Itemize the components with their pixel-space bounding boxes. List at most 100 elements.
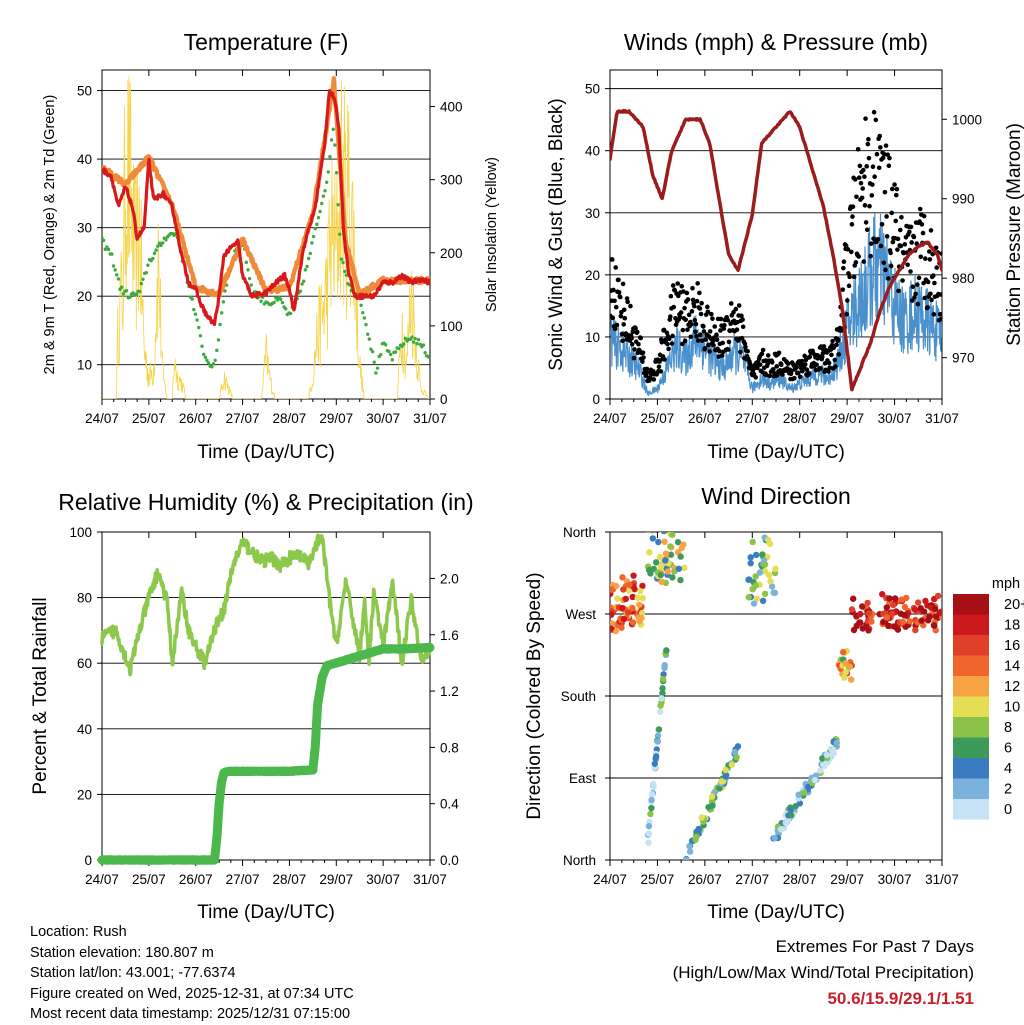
sonic-gust-point — [792, 375, 797, 381]
dewpoint-point — [374, 371, 378, 375]
direction-point — [811, 776, 819, 784]
dewpoint-point — [206, 361, 211, 365]
sonic-gust-point — [918, 254, 924, 260]
y-tick-label: 0 — [84, 853, 92, 868]
sonic-gust-point — [930, 273, 936, 278]
direction-point — [619, 574, 626, 581]
dewpoint-point — [324, 180, 329, 185]
dewpoint-point — [308, 251, 312, 256]
direction-point — [683, 856, 690, 860]
sonic-gust-point — [764, 372, 769, 378]
sonic-gust-point — [938, 316, 942, 322]
dewpoint-point — [115, 273, 119, 277]
legend-swatch — [953, 799, 989, 820]
legend-label: 4 — [1004, 761, 1012, 777]
sonic-gust-point — [843, 243, 849, 249]
direction-point — [761, 590, 769, 598]
direction-point — [660, 671, 667, 678]
direction-point — [932, 613, 940, 620]
direction-point — [614, 595, 621, 602]
sonic-gust-point — [864, 227, 870, 233]
x-tick-label: 29/07 — [830, 411, 864, 426]
sonic-gust-point — [682, 305, 687, 311]
legend-title: mph — [992, 576, 1020, 592]
direction-point — [610, 586, 614, 593]
direction-point — [645, 822, 653, 830]
x-tick-label: 27/07 — [735, 872, 769, 887]
direction-point — [638, 609, 646, 617]
sonic-gust-point — [658, 369, 663, 374]
sonic-gust-point — [702, 345, 708, 351]
sonic-gust-point — [611, 287, 616, 293]
dewpoint-point — [210, 364, 214, 369]
dewpoint-point — [116, 277, 121, 281]
sonic-gust-point — [939, 251, 942, 256]
sonic-gust-point — [804, 367, 810, 373]
sonic-gust-point — [617, 294, 623, 300]
dewpoint-point — [195, 318, 199, 322]
x-tick-label: 28/07 — [273, 872, 307, 887]
dewpoint-point — [134, 292, 139, 296]
dewpoint-point — [111, 264, 116, 268]
direction-point — [613, 582, 620, 590]
x-tick-label: 30/07 — [366, 411, 400, 426]
sonic-gust-point — [927, 257, 933, 262]
sonic-gust-point — [685, 327, 690, 333]
sonic-gust-point — [740, 317, 745, 322]
direction-point — [857, 610, 864, 618]
y-tick-label: West — [565, 607, 596, 622]
dewpoint-point — [306, 256, 311, 261]
dewpoint-point — [305, 264, 309, 269]
dewpoint-point — [365, 332, 370, 336]
sonic-gust-point — [857, 163, 863, 169]
direction-point — [899, 618, 907, 626]
x-tick-label: 27/07 — [226, 411, 260, 426]
sonic-gust-point — [866, 155, 872, 161]
x-tick-label: 28/07 — [783, 872, 817, 887]
sonic-gust-point — [709, 311, 714, 317]
direction-point — [657, 702, 664, 709]
sonic-gust-point — [614, 322, 620, 328]
dewpoint-point — [144, 271, 148, 275]
sonic-gust-point — [870, 182, 875, 187]
chart-title: Wind Direction — [701, 483, 851, 509]
y-right-tick-label: 100 — [440, 319, 463, 334]
dewpoint-point — [121, 292, 126, 296]
sonic-gust-point — [691, 303, 697, 309]
sonic-gust-point — [670, 283, 676, 288]
sonic-gust-point — [845, 247, 851, 252]
sonic-gust-point — [850, 214, 855, 219]
sonic-gust-point — [677, 314, 683, 320]
dewpoint-point — [323, 189, 327, 193]
station-pressure-line — [610, 108, 942, 392]
sonic-gust-point — [932, 280, 937, 286]
dewpoint-point — [215, 348, 219, 353]
direction-point — [911, 606, 919, 613]
dewpoint-point — [154, 248, 158, 252]
legend-swatch — [953, 778, 989, 799]
direction-point — [681, 564, 688, 572]
sonic-gust-point — [863, 220, 869, 225]
sonic-gust-point — [613, 304, 619, 310]
sonic-gust-point — [890, 239, 896, 245]
y-right-tick-label: 1.6 — [440, 628, 459, 643]
sonic-gust-point — [934, 265, 939, 270]
sonic-gust-point — [644, 366, 650, 372]
direction-point — [674, 538, 682, 546]
dewpoint-point — [246, 268, 250, 272]
dewpoint-point — [197, 325, 201, 330]
sonic-gust-point — [720, 340, 725, 346]
dewpoint-point — [110, 252, 114, 256]
dewpoint-point — [359, 303, 363, 308]
dewpoint-point — [220, 311, 224, 315]
dewpoint-point — [336, 203, 340, 207]
extremes-values: 50.6/15.9/29.1/1.51 — [827, 989, 974, 1008]
dewpoint-point — [328, 155, 332, 159]
direction-point — [846, 663, 854, 670]
sonic-gust-point — [774, 364, 780, 369]
sonic-gust-point — [690, 297, 696, 303]
sonic-gust-point — [874, 151, 880, 157]
sonic-gust-point — [864, 164, 869, 169]
sonic-gust-point — [635, 329, 640, 335]
x-tick-label: 29/07 — [319, 872, 353, 887]
